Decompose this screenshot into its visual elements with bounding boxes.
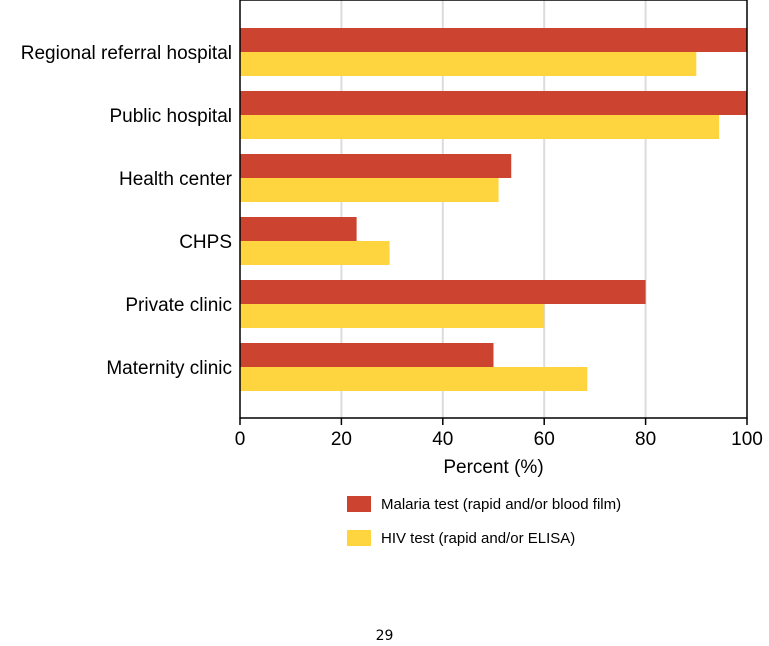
category-label-0: Regional referral hospital	[21, 43, 232, 64]
bar-hiv-2	[240, 178, 499, 202]
bar-malaria-3	[240, 217, 357, 241]
bar-hiv-3	[240, 241, 390, 265]
bar-malaria-0	[240, 28, 747, 52]
bar-malaria-1	[240, 91, 747, 115]
page-number: 29	[375, 628, 394, 644]
x-tick-label-80: 80	[635, 429, 656, 450]
x-tick-label-40: 40	[432, 429, 453, 450]
category-label-3: CHPS	[179, 232, 232, 253]
x-tick-label-0: 0	[235, 429, 246, 450]
bar-hiv-5	[240, 367, 588, 391]
legend-swatch-malaria	[347, 496, 371, 512]
category-labels: Regional referral hospital Public hospita…	[21, 43, 233, 379]
bar-chart: 0 20 40 60 80 100 Regional referral hospital P…	[21, 0, 763, 478]
bar-hiv-1	[240, 115, 720, 139]
legend-swatch-hiv	[347, 530, 371, 546]
legend-label-malaria: Malaria test (rapid and/or blood film)	[381, 495, 622, 513]
x-tick-label-100: 100	[731, 429, 763, 450]
plot-frame	[239, 0, 748, 419]
bar-malaria-4	[240, 280, 646, 304]
category-label-2: Health center	[119, 169, 233, 190]
x-tick-label-20: 20	[331, 429, 352, 450]
x-axis-title: Percent (%)	[443, 457, 543, 478]
legend-item-hiv: HIV test (rapid and/or ELISA)	[347, 524, 621, 552]
bar-malaria-2	[240, 154, 512, 178]
category-label-4: Private clinic	[125, 295, 232, 316]
legend: Malaria test (rapid and/or blood film) H…	[347, 490, 621, 558]
x-ticks: 0 20 40 60 80 100	[235, 418, 763, 450]
bar-hiv-0	[240, 52, 697, 76]
bars	[240, 28, 747, 391]
bar-hiv-4	[240, 304, 545, 328]
legend-item-malaria: Malaria test (rapid and/or blood film)	[347, 490, 621, 518]
category-label-1: Public hospital	[109, 106, 232, 127]
category-label-5: Maternity clinic	[106, 358, 232, 379]
bar-malaria-5	[240, 343, 494, 367]
x-tick-label-60: 60	[534, 429, 555, 450]
legend-label-hiv: HIV test (rapid and/or ELISA)	[381, 529, 576, 547]
